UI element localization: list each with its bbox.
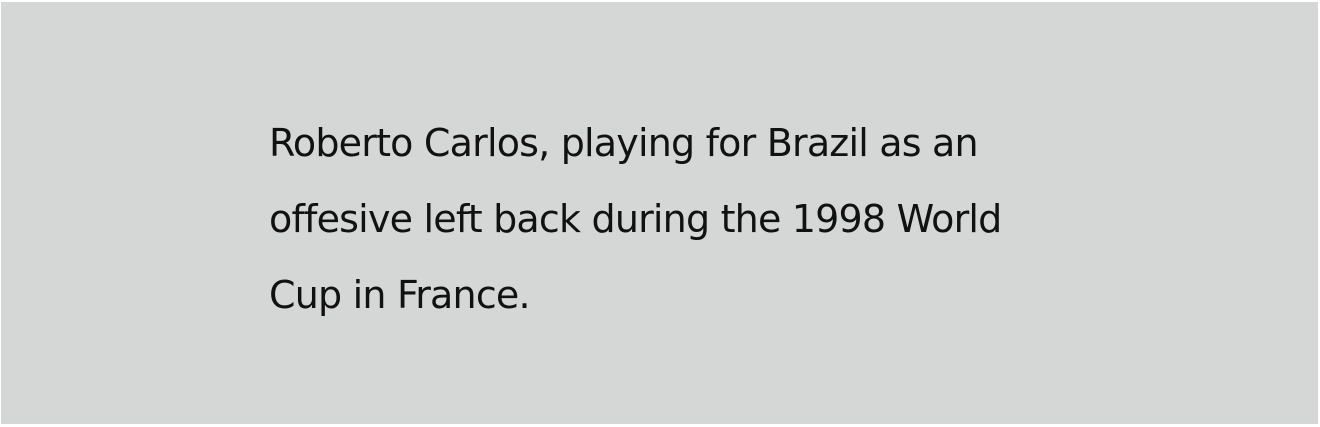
caption-text: Roberto Carlos, playing for Brazil as an… [269,105,1069,333]
caption-line-2: offesive left back during the 1998 World [269,197,1002,241]
caption-line-3: Cup in France. [269,273,531,317]
caption-line-1: Roberto Carlos, playing for Brazil as an [269,121,979,165]
